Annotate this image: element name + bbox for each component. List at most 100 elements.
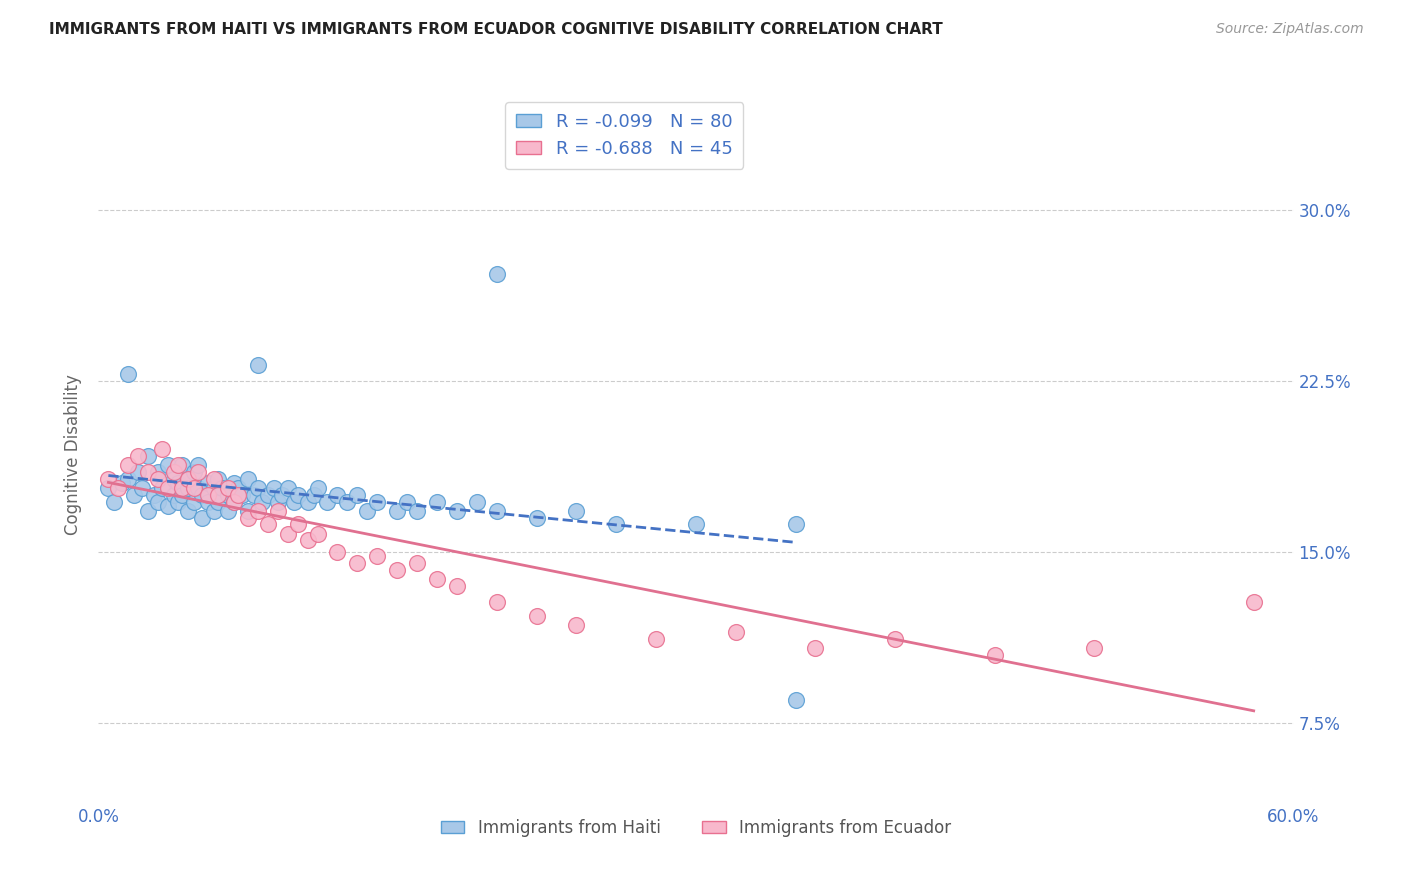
Point bbox=[346, 556, 368, 570]
Point bbox=[207, 494, 229, 508]
Point bbox=[645, 632, 668, 646]
Point bbox=[256, 517, 278, 532]
Point bbox=[211, 481, 233, 495]
Point bbox=[207, 488, 229, 502]
Point bbox=[136, 449, 159, 463]
Point bbox=[226, 481, 249, 495]
Point bbox=[250, 494, 273, 508]
Point bbox=[217, 504, 239, 518]
Point bbox=[124, 488, 146, 502]
Point bbox=[785, 693, 807, 707]
Point bbox=[172, 488, 194, 502]
Point bbox=[246, 481, 269, 495]
Point bbox=[157, 500, 180, 514]
Text: IMMIGRANTS FROM HAITI VS IMMIGRANTS FROM ECUADOR COGNITIVE DISABILITY CORRELATIO: IMMIGRANTS FROM HAITI VS IMMIGRANTS FROM… bbox=[49, 22, 943, 37]
Point bbox=[222, 494, 245, 508]
Point bbox=[177, 481, 200, 495]
Point bbox=[187, 465, 209, 479]
Point bbox=[148, 472, 170, 486]
Point bbox=[326, 545, 349, 559]
Point bbox=[446, 504, 468, 518]
Point bbox=[236, 504, 259, 518]
Point bbox=[117, 367, 139, 381]
Point bbox=[172, 481, 194, 495]
Point bbox=[565, 504, 588, 518]
Point bbox=[283, 494, 305, 508]
Point bbox=[197, 494, 219, 508]
Point bbox=[97, 481, 120, 495]
Point bbox=[197, 488, 219, 502]
Point bbox=[406, 556, 429, 570]
Point bbox=[167, 476, 190, 491]
Point bbox=[148, 494, 170, 508]
Point bbox=[366, 549, 388, 564]
Point bbox=[177, 472, 200, 486]
Point bbox=[150, 481, 173, 495]
Point bbox=[177, 504, 200, 518]
Point bbox=[191, 510, 214, 524]
Point bbox=[163, 472, 186, 486]
Point bbox=[183, 494, 205, 508]
Point bbox=[804, 640, 827, 655]
Point bbox=[103, 494, 125, 508]
Point bbox=[1083, 640, 1105, 655]
Point bbox=[236, 472, 259, 486]
Point bbox=[231, 488, 253, 502]
Point bbox=[685, 517, 707, 532]
Point bbox=[226, 488, 249, 502]
Point bbox=[202, 472, 225, 486]
Point bbox=[446, 579, 468, 593]
Legend: Immigrants from Haiti, Immigrants from Ecuador: Immigrants from Haiti, Immigrants from E… bbox=[434, 812, 957, 843]
Point bbox=[307, 481, 329, 495]
Point bbox=[157, 481, 180, 495]
Point bbox=[263, 481, 285, 495]
Point bbox=[163, 488, 186, 502]
Point bbox=[336, 494, 359, 508]
Point bbox=[217, 481, 239, 495]
Point bbox=[177, 472, 200, 486]
Point bbox=[236, 510, 259, 524]
Point bbox=[243, 488, 266, 502]
Point bbox=[526, 608, 548, 623]
Text: Source: ZipAtlas.com: Source: ZipAtlas.com bbox=[1216, 22, 1364, 37]
Point bbox=[287, 517, 309, 532]
Point bbox=[385, 504, 409, 518]
Point bbox=[207, 472, 229, 486]
Point bbox=[217, 488, 239, 502]
Point bbox=[270, 488, 292, 502]
Point bbox=[297, 533, 319, 548]
Point bbox=[277, 481, 299, 495]
Point bbox=[150, 442, 173, 457]
Point bbox=[267, 494, 290, 508]
Point bbox=[97, 472, 120, 486]
Point bbox=[356, 504, 378, 518]
Point bbox=[884, 632, 907, 646]
Point bbox=[167, 494, 190, 508]
Point bbox=[485, 504, 508, 518]
Point bbox=[246, 358, 269, 372]
Point bbox=[136, 465, 159, 479]
Point bbox=[307, 526, 329, 541]
Point bbox=[724, 624, 747, 639]
Point bbox=[222, 476, 245, 491]
Point bbox=[136, 504, 159, 518]
Point bbox=[277, 526, 299, 541]
Point bbox=[485, 267, 508, 281]
Point bbox=[191, 488, 214, 502]
Point bbox=[426, 572, 449, 586]
Point bbox=[256, 488, 278, 502]
Point bbox=[406, 504, 429, 518]
Point bbox=[426, 494, 449, 508]
Point bbox=[111, 476, 134, 491]
Point bbox=[187, 481, 209, 495]
Point bbox=[316, 494, 339, 508]
Point bbox=[202, 504, 225, 518]
Point bbox=[172, 458, 194, 473]
Point bbox=[396, 494, 419, 508]
Point bbox=[148, 465, 170, 479]
Point bbox=[485, 595, 508, 609]
Point bbox=[107, 481, 129, 495]
Point bbox=[366, 494, 388, 508]
Point bbox=[297, 494, 319, 508]
Point bbox=[287, 488, 309, 502]
